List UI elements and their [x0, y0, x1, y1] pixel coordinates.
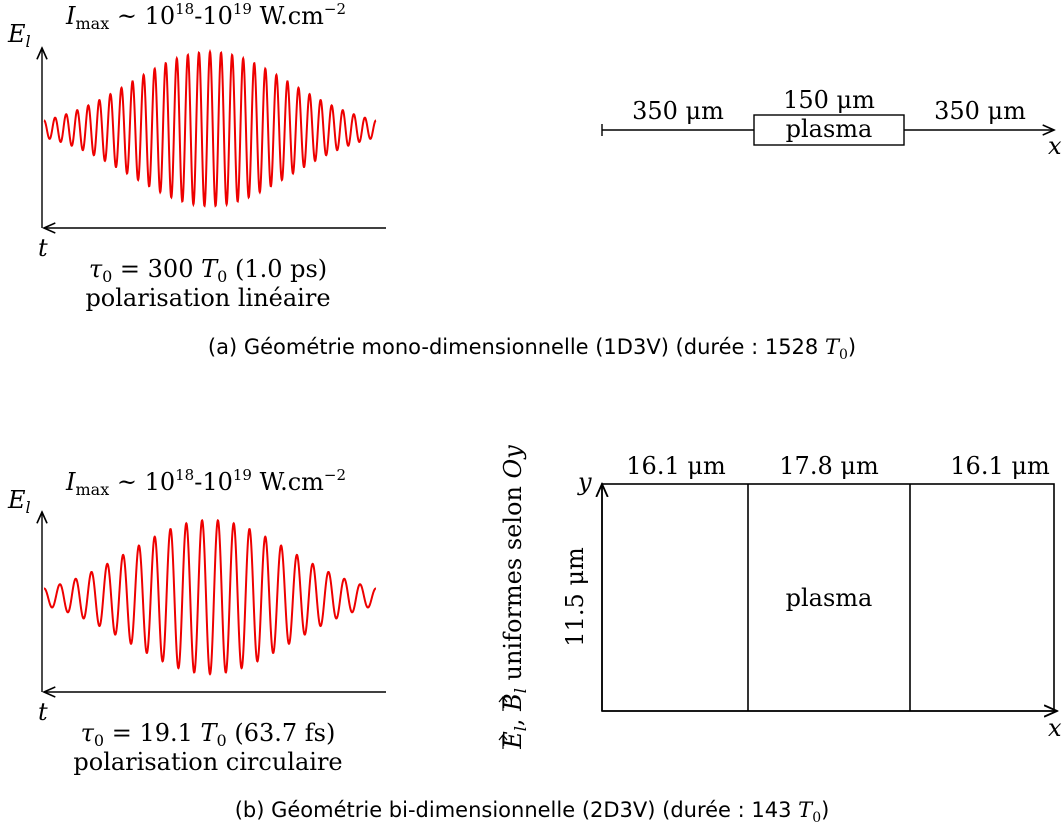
y-axis-label-2d: y — [577, 468, 592, 496]
box-height-label: 11.5 μm — [561, 547, 589, 647]
tau-label-b: τ0 = 19.1 T0 (63.7 fs) — [81, 719, 336, 750]
t-axis-label-b: t — [38, 698, 48, 726]
field-uniformity-label: El, Bl uniformes selon Oy — [499, 445, 530, 750]
intensity-label-a: Imax ~ 1018-1019 W.cm−2 — [65, 0, 346, 33]
e-axis-label-a: El — [7, 20, 31, 51]
plasma-length: 150 μm — [783, 86, 875, 114]
polarisation-label-b: polarisation circulaire — [73, 748, 342, 776]
geometry-2d: 16.1 μm 17.8 μm 16.1 μm plasma 11.5 μm y… — [561, 452, 1062, 742]
caption-a: (a) Géométrie mono-dimensionnelle (1D3V)… — [208, 335, 856, 363]
x-axis-label-2d: x — [1048, 714, 1062, 742]
plasma-label-1d: plasma — [786, 115, 873, 143]
polarisation-label-a: polarisation linéaire — [85, 284, 330, 312]
left-vacuum-length: 350 μm — [632, 97, 724, 125]
panel-b: El Imax ~ 1018-1019 W.cm−2 t τ0 = 19.1 T… — [7, 445, 1062, 826]
left-vacuum-width: 16.1 μm — [626, 452, 726, 480]
b-vector-arrow — [498, 696, 508, 711]
e-vector-arrow — [498, 734, 508, 749]
x-axis-label-1d: x — [1048, 132, 1062, 160]
panel-a: El Imax ~ 1018-1019 W.cm−2 t τ0 = 300 T0… — [7, 0, 1062, 363]
t-axis-label-a: t — [38, 234, 48, 262]
plasma-width: 17.8 μm — [779, 452, 879, 480]
pulse-plot-a — [42, 48, 386, 228]
geometry-1d: 350 μm 150 μm plasma 350 μm x — [601, 86, 1062, 160]
right-vacuum-width: 16.1 μm — [950, 452, 1050, 480]
pulse-waveform-a — [43, 48, 377, 208]
plasma-label-2d: plasma — [786, 584, 873, 612]
vector-arrows — [498, 696, 508, 749]
tau-label-a: τ0 = 300 T0 (1.0 ps) — [89, 255, 327, 286]
intensity-label-b: Imax ~ 1018-1019 W.cm−2 — [65, 466, 346, 499]
pulse-waveform-b — [43, 518, 377, 676]
pulse-plot-b — [42, 512, 386, 692]
e-axis-label-b: El — [7, 486, 31, 517]
right-vacuum-length: 350 μm — [934, 97, 1026, 125]
caption-b: (b) Géométrie bi-dimensionnelle (2D3V) (… — [235, 798, 830, 826]
svg-text:11.5 μm: 11.5 μm — [561, 547, 589, 647]
svg-text:El, Bl uniformes selon Oy: El, Bl uniformes selon Oy — [499, 445, 530, 750]
plasma-box-1d — [753, 114, 905, 146]
